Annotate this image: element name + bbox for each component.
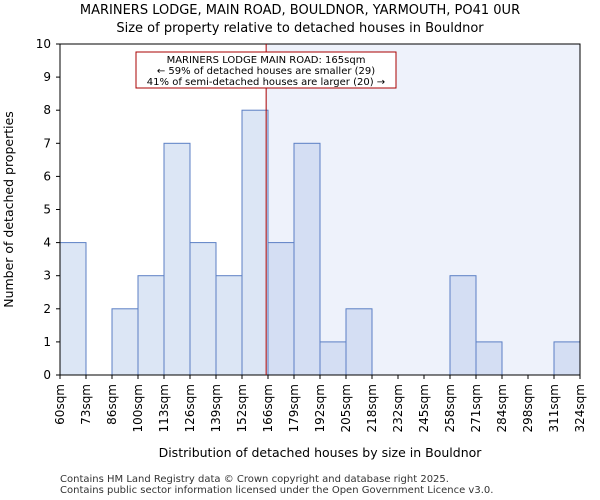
x-tick-label: 152sqm	[235, 384, 249, 432]
x-tick-label: 245sqm	[417, 384, 431, 432]
x-axis-label: Distribution of detached houses by size …	[159, 445, 483, 460]
y-tick-label: 3	[43, 269, 51, 283]
bar	[319, 341, 347, 376]
x-tick-label: 113sqm	[157, 384, 171, 432]
x-tick-label: 311sqm	[547, 384, 561, 432]
bar	[215, 275, 243, 376]
x-tick-label: 258sqm	[443, 384, 457, 432]
y-tick-label: 0	[43, 368, 51, 382]
x-tick-label: 73sqm	[79, 384, 93, 425]
bar	[267, 242, 295, 376]
y-tick-label: 5	[43, 203, 51, 217]
x-tick-label: 205sqm	[339, 384, 353, 432]
annotation-box	[135, 51, 397, 89]
y-tick-label: 8	[43, 103, 51, 117]
footer-licence: Contains public sector information licen…	[60, 485, 494, 496]
x-tick-label: 298sqm	[521, 384, 535, 432]
x-tick-label: 232sqm	[391, 384, 405, 432]
y-tick-label: 6	[43, 169, 51, 183]
chart-subtitle: Size of property relative to detached ho…	[116, 21, 484, 36]
bar	[241, 109, 269, 376]
y-tick-label: 1	[43, 335, 51, 349]
y-tick-label: 2	[43, 302, 51, 316]
annotation-line: 41% of semi-detached houses are larger (…	[147, 77, 385, 88]
bar	[345, 308, 373, 376]
chart-title: MARINERS LODGE, MAIN ROAD, BOULDNOR, YAR…	[79, 3, 521, 18]
x-tick-label: 284sqm	[495, 384, 509, 432]
bar	[475, 341, 503, 376]
bar	[553, 341, 581, 376]
x-tick-label: 271sqm	[469, 384, 483, 432]
x-tick-label: 218sqm	[365, 384, 379, 432]
y-axis-label: Number of detached properties	[1, 111, 16, 308]
y-tick-label: 7	[43, 136, 51, 150]
x-tick-label: 179sqm	[287, 384, 301, 432]
bar	[449, 275, 477, 376]
annotation-line: ← 59% of detached houses are smaller (29…	[157, 66, 375, 77]
y-tick-label: 9	[43, 70, 51, 84]
footer-copyright: Contains HM Land Registry data © Crown c…	[60, 474, 449, 485]
annotation-line: MARINERS LODGE MAIN ROAD: 165sqm	[167, 55, 366, 66]
bar	[293, 142, 321, 376]
x-tick-label: 126sqm	[183, 384, 197, 432]
x-tick-label: 86sqm	[105, 384, 119, 425]
x-tick-label: 324sqm	[573, 384, 587, 432]
bar	[189, 242, 217, 376]
x-tick-label: 166sqm	[261, 384, 275, 432]
x-tick-label: 139sqm	[209, 384, 223, 432]
bar	[137, 275, 165, 376]
y-tick-label: 10	[36, 37, 51, 51]
y-tick-label: 4	[43, 236, 51, 250]
bar	[163, 142, 191, 376]
bar	[111, 308, 139, 376]
x-tick-label: 192sqm	[313, 384, 327, 432]
x-tick-label: 100sqm	[131, 384, 145, 432]
bar	[59, 242, 87, 376]
x-tick-label: 60sqm	[53, 384, 67, 425]
